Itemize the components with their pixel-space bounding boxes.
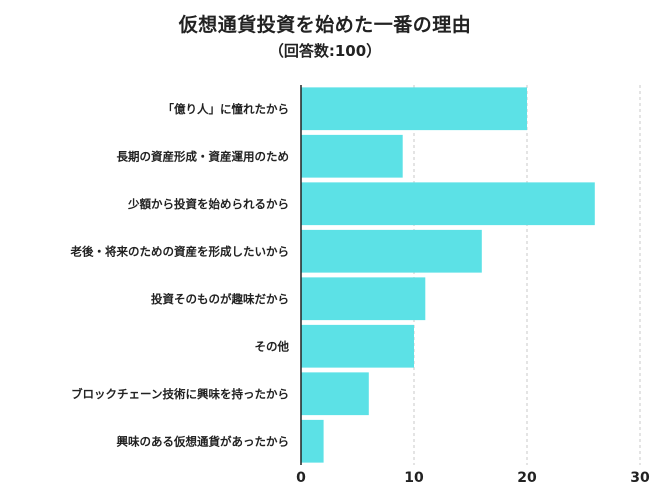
chart-subtitle: （回答数:100） xyxy=(268,42,382,60)
x-tick-label: 0 xyxy=(296,470,306,486)
category-label: 興味のある仮想通貨があったから xyxy=(117,434,290,448)
category-label: 「億り人」に憧れたから xyxy=(163,102,290,116)
bar xyxy=(301,87,527,131)
category-label: 老後・将来のための資産を形成したいから xyxy=(70,244,290,258)
category-label: 少額から投資を始められるから xyxy=(127,197,289,211)
chart-title: 仮想通貨投資を始めた一番の理由 xyxy=(178,14,472,36)
x-tick-label: 20 xyxy=(517,470,537,486)
category-label: 長期の資産形成・資産運用のため xyxy=(117,149,290,163)
bar xyxy=(301,134,403,178)
bar xyxy=(301,277,426,321)
bar xyxy=(301,182,595,226)
x-tick-label: 10 xyxy=(404,470,424,486)
category-label: ブロックチェーン技術に興味を持ったから xyxy=(71,387,289,401)
bar xyxy=(301,229,482,273)
category-label: その他 xyxy=(255,339,290,353)
bar xyxy=(301,419,324,463)
bar xyxy=(301,324,414,368)
bar xyxy=(301,372,369,416)
x-tick-label: 30 xyxy=(630,470,650,486)
category-label: 投資そのものが趣味だから xyxy=(151,292,289,306)
